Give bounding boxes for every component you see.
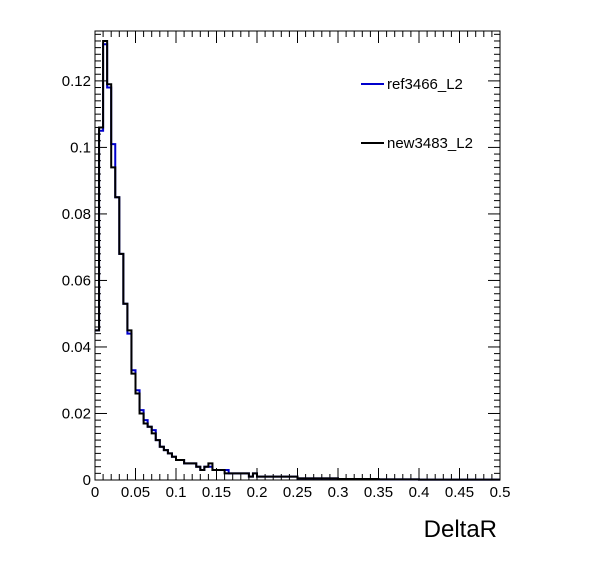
- x-tick-label: 0.4: [409, 484, 430, 501]
- x-tick-label: 0.45: [445, 484, 474, 501]
- legend-label: new3483_L2: [387, 135, 473, 152]
- x-tick-label: 0.35: [364, 484, 393, 501]
- x-tick-label: 0.1: [166, 484, 187, 501]
- legend-label: ref3466_L2: [387, 76, 463, 93]
- x-tick-label: 0.25: [283, 484, 312, 501]
- legend: ref3466_L2 new3483_L2: [361, 76, 473, 152]
- series-line-1: [95, 39, 500, 481]
- y-tick-label: 0.08: [62, 206, 91, 223]
- y-axis-ticks: 0 0.02 0.04 0.06 0.08 0.1 0.12: [62, 33, 500, 489]
- x-tick-label: 0: [91, 484, 99, 501]
- histogram-series: [95, 39, 500, 481]
- x-axis-title: DeltaR: [424, 516, 497, 543]
- y-tick-label: 0.06: [62, 272, 91, 289]
- y-tick-label: 0.12: [62, 73, 91, 90]
- x-tick-label: 0.15: [202, 484, 231, 501]
- x-axis-ticks: 0 0.05 0.1 0.15 0.2 0.25 0.3 0.35 0.4 0.45 0.5: [91, 31, 511, 501]
- plot-frame: [94, 30, 501, 481]
- x-tick-label: 0.2: [247, 484, 268, 501]
- y-tick-label: 0: [83, 472, 91, 489]
- y-tick-label: 0.04: [62, 339, 91, 356]
- x-tick-label: 0.5: [490, 484, 511, 501]
- y-tick-label: 0.1: [70, 139, 91, 156]
- x-tick-label: 0.3: [328, 484, 349, 501]
- y-tick-label: 0.02: [62, 405, 91, 422]
- series-line-0: [95, 43, 500, 481]
- x-tick-label: 0.05: [121, 484, 150, 501]
